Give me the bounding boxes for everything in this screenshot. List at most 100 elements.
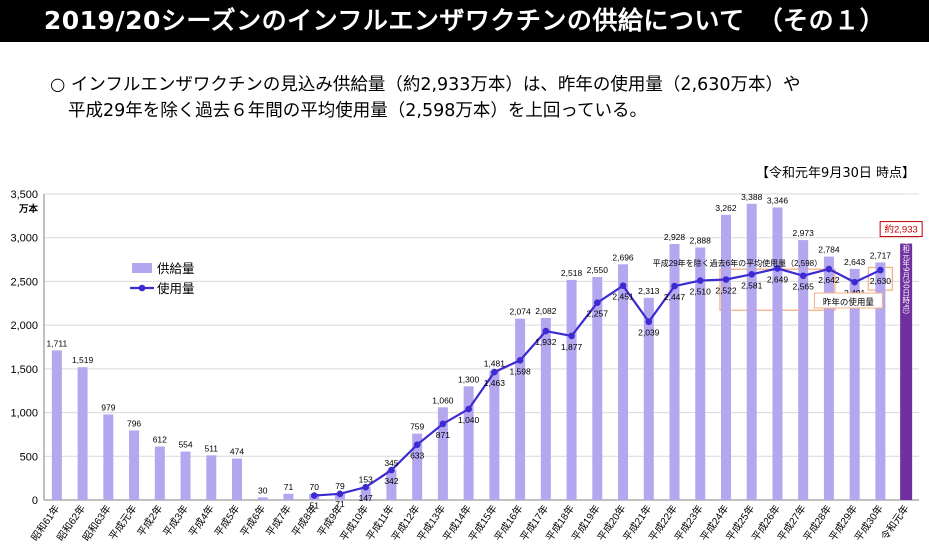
usage-point: [671, 282, 678, 290]
x-tick-label: 平成6年: [237, 502, 268, 539]
usage-data-label: 871: [436, 430, 450, 440]
x-tick-label: 平成2年: [134, 502, 165, 539]
supply-data-label: 2,082: [535, 306, 557, 316]
supply-bar: [103, 414, 114, 500]
y-axis-unit: 万本: [18, 203, 39, 215]
supply-bar: [77, 367, 88, 500]
usage-point: [413, 441, 421, 448]
usage-point: [619, 282, 627, 290]
supply-bar: [489, 370, 500, 500]
avg-usage-callout-text: 平成29年を除く過去6年の平均使用量（2,598）: [653, 258, 822, 268]
x-tick-label: 平成5年: [211, 502, 242, 539]
supply-data-label: 3,346: [767, 195, 789, 205]
usage-data-label: 2,581: [741, 280, 763, 290]
usage-data-label: 2,630: [870, 276, 892, 286]
usage-point: [748, 271, 756, 278]
usage-point: [825, 265, 833, 273]
y-tick-label: 0: [32, 495, 38, 507]
usage-point: [491, 368, 498, 376]
as-of-date: 【令和元年9月30日 時点】: [756, 166, 915, 181]
legend-label-supply: 供給量: [157, 262, 195, 276]
supply-data-label: 2,973: [793, 228, 815, 238]
y-tick-label: 1,500: [10, 364, 38, 376]
supply-data-label: 30: [258, 485, 268, 495]
supply-bar: [720, 214, 731, 501]
supply-data-label: 3,388: [741, 192, 763, 202]
supply-data-label: 2,313: [638, 286, 660, 296]
supply-data-label: 2,696: [612, 252, 634, 262]
usage-data-label: 2,257: [587, 309, 609, 319]
y-tick-label: 2,500: [10, 276, 38, 288]
usage-data-label: 2,039: [638, 328, 660, 338]
usage-point: [439, 420, 447, 428]
supply-data-label: 2,643: [844, 257, 866, 267]
supply-bar: [618, 264, 629, 500]
estimate-bar-text: 見込み供給量（令和元年9月30日時点）: [901, 184, 910, 319]
supply-bar: [257, 497, 268, 500]
supply-bar: [875, 262, 886, 500]
supply-bar: [746, 203, 757, 501]
x-tick-label: 平成8年: [289, 502, 320, 539]
usage-data-label: 1,463: [484, 378, 506, 388]
supply-data-label: 1,300: [458, 374, 480, 384]
supply-data-label: 1,060: [432, 395, 454, 405]
supply-data-label: 511: [204, 443, 218, 453]
x-tick-label: 平成4年: [186, 502, 217, 539]
usage-point: [310, 492, 318, 499]
supply-bar: [463, 386, 474, 500]
y-tick-label: 500: [20, 451, 38, 463]
page-title: 2019/20シーズンのインフルエンザワクチンの供給について （その１）: [43, 6, 886, 35]
supply-bar: [232, 458, 243, 500]
description-line-1: インフルエンザワクチンの見込み供給量（約2,933万本）は、昨年の使用量（2,6…: [70, 75, 801, 95]
usage-data-label: 2,642: [818, 275, 840, 285]
supply-data-label: 70: [309, 482, 319, 492]
usage-point: [516, 356, 524, 364]
supply-bar: [154, 446, 165, 500]
supply-data-label: 71: [284, 482, 294, 492]
usage-data-label: 71: [335, 499, 345, 509]
usage-point: [696, 277, 704, 284]
description-line-2: 平成29年を除く過去６年間の平均使用量（2,598万本）を上回っている。: [68, 101, 647, 121]
supply-bar: [386, 469, 397, 500]
usage-data-label: 1,932: [535, 337, 557, 347]
supply-data-label: 345: [384, 458, 398, 468]
legend-label-usage: 使用量: [157, 281, 195, 296]
usage-data-label: 2,522: [715, 286, 737, 296]
usage-point: [568, 332, 575, 340]
usage-data-label: 1,598: [509, 366, 531, 376]
supply-bar: [643, 297, 654, 500]
supply-bar: [566, 279, 577, 500]
usage-data-label: 1,877: [561, 342, 583, 352]
usage-data-label: 2,565: [793, 282, 815, 292]
usage-data-label: 2,451: [612, 292, 634, 302]
y-tick-label: 3,000: [10, 233, 38, 245]
usage-point: [851, 278, 858, 286]
supply-data-label: 612: [153, 434, 167, 444]
supply-bar: [592, 277, 603, 500]
usage-point: [362, 483, 369, 491]
usage-point: [388, 466, 395, 474]
usage-point: [877, 266, 884, 274]
supply-bar: [180, 451, 191, 500]
last-year-callout-label-box: [813, 292, 883, 309]
supply-bar: [823, 256, 834, 500]
supply-data-label: 2,928: [664, 232, 686, 242]
y-tick-label: 1,000: [10, 408, 38, 420]
supply-data-label: 2,784: [818, 245, 840, 255]
last-year-callout-text: 昨年の使用量: [823, 297, 875, 307]
x-tick-label: 平成3年: [160, 502, 191, 539]
usage-data-label: 51: [309, 501, 319, 511]
supply-data-label: 2,550: [587, 265, 609, 275]
supply-data-label: 979: [101, 402, 115, 412]
x-tick-label: 平成7年: [263, 502, 294, 539]
usage-point: [336, 490, 344, 498]
usage-point: [542, 327, 550, 335]
usage-point: [594, 299, 601, 306]
supply-data-label: 1,481: [484, 359, 506, 369]
legend-marker-usage: [138, 284, 146, 292]
supply-bar: [849, 268, 860, 500]
bullet-icon: ○: [50, 75, 66, 95]
supply-data-label: 1,519: [72, 355, 94, 365]
supply-data-label: 79: [335, 481, 345, 491]
